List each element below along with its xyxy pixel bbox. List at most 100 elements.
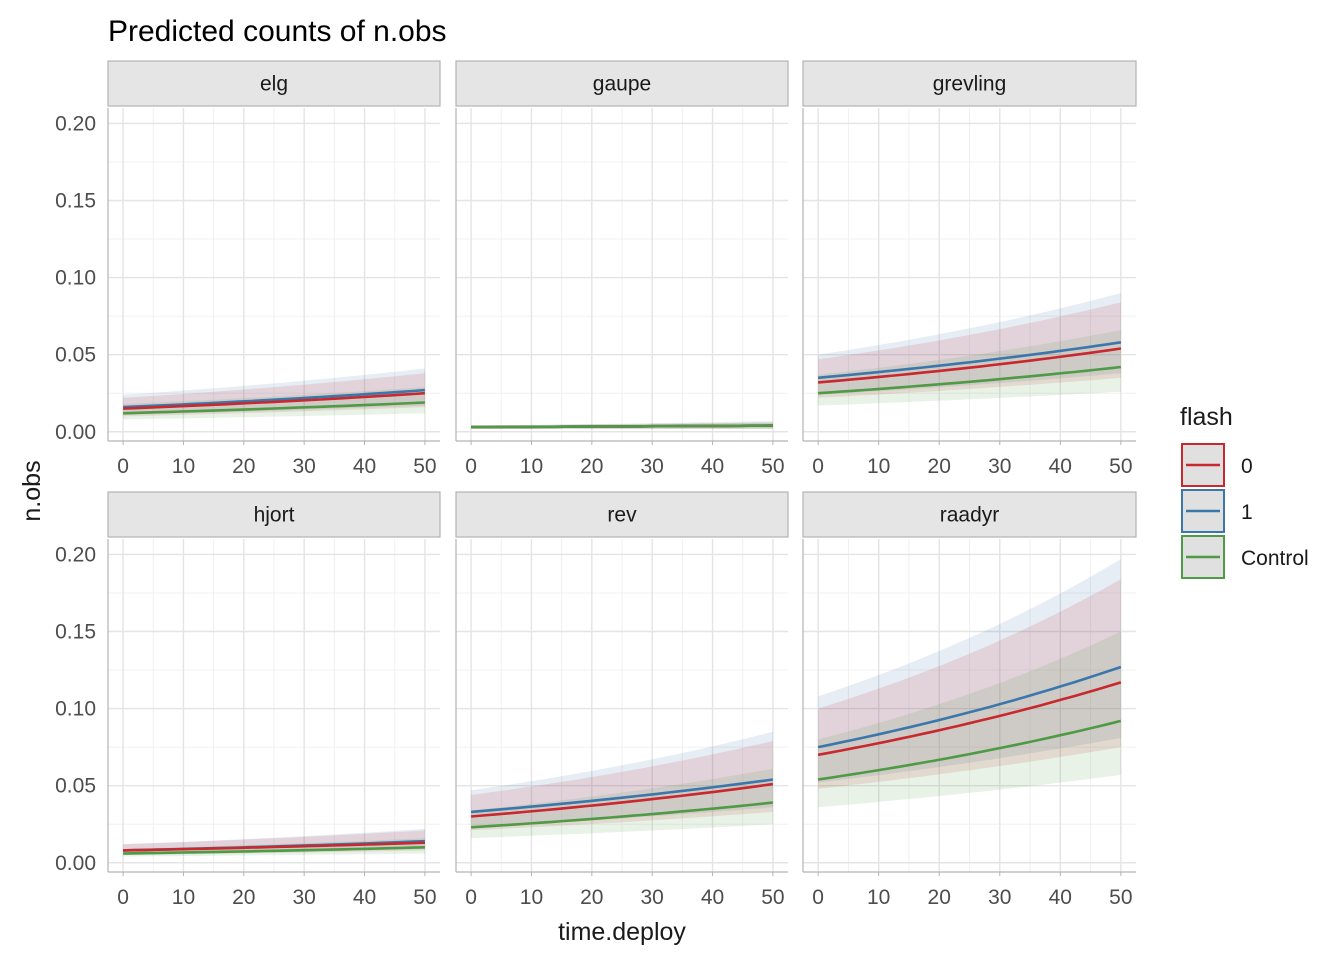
y-tick-label: 0.00 (55, 852, 96, 875)
x-tick-label: 40 (1049, 455, 1072, 478)
x-tick-label: 30 (293, 455, 316, 478)
x-tick-label: 50 (413, 455, 436, 478)
y-axis-title: n.obs (18, 460, 46, 521)
facet-strip-label: elg (260, 73, 288, 96)
panel-grid (456, 108, 788, 441)
legend-label: 0 (1241, 455, 1253, 478)
facet-panel-hjort: hjort 0 10 20 30 40 50 0.00 0.05 0.10 0.15 0.20 (55, 491, 441, 909)
x-tick-label: 40 (353, 455, 376, 478)
facet-panel-elg: elg 0 10 20 30 40 50 0.00 0.05 0.10 0.15 0.20 (55, 60, 441, 478)
chart-title: Predicted counts of n.obs (108, 15, 447, 48)
ci-band-flash-1 (818, 559, 1121, 783)
panel-grid (108, 539, 440, 872)
x-tick-label: 50 (413, 886, 436, 909)
facet-strip-label: rev (607, 504, 637, 527)
x-tick-label: 0 (465, 455, 477, 478)
x-tick-label: 10 (520, 886, 543, 909)
x-tick-label: 30 (641, 886, 664, 909)
x-tick-label: 0 (465, 886, 477, 909)
series-line-flash-0 (470, 782, 774, 818)
x-tick-label: 10 (520, 455, 543, 478)
facet-strip (455, 491, 789, 538)
y-tick-label: 0.20 (55, 112, 96, 135)
x-tick-label: 0 (117, 455, 129, 478)
x-tick-label: 20 (580, 886, 603, 909)
facet-strip (802, 491, 1137, 538)
series-line-control (818, 365, 1122, 395)
facet-panel-rev: rev 0 10 20 30 40 50 (455, 491, 789, 909)
facet-strip-label: grevling (933, 73, 1007, 96)
series-line-control (817, 719, 1122, 781)
ci-band-flash-0 (471, 741, 773, 831)
series-line-flash-1 (817, 665, 1122, 749)
x-tick-label: 0 (812, 455, 824, 478)
x-tick-label: 40 (701, 886, 724, 909)
legend-title: flash (1180, 403, 1233, 431)
facet-strip (802, 60, 1137, 107)
x-tick-label: 0 (812, 886, 824, 909)
x-tick-label: 50 (761, 886, 784, 909)
y-tick-label: 0.15 (55, 190, 96, 213)
y-tick-label: 0.00 (55, 421, 96, 444)
series-line-flash-0 (123, 841, 425, 852)
x-tick-label: 10 (172, 886, 195, 909)
facet-panel-raadyr: raadyr 0 10 20 30 40 50 (802, 491, 1137, 909)
facet-strip (107, 491, 441, 538)
x-tick-label: 40 (353, 886, 376, 909)
series-line-control (123, 401, 425, 415)
facet-panel-grevling: grevling 0 10 20 30 40 50 (802, 60, 1137, 478)
x-tick-label: 30 (293, 886, 316, 909)
facet-strip (107, 60, 441, 107)
ci-band-flash-1 (471, 731, 773, 828)
series-line-control (471, 424, 773, 429)
x-tick-label: 10 (172, 455, 195, 478)
panel-grid (803, 108, 1136, 441)
x-axis-title: time.deploy (558, 918, 686, 946)
series-line-flash-1 (817, 341, 1122, 380)
facet-panel-gaupe: gaupe 0 10 20 30 40 50 (455, 60, 789, 478)
y-tick-label: 0.05 (55, 344, 96, 367)
legend-item: 1 (1181, 489, 1253, 533)
legend: flash 0 1 Control (1180, 403, 1309, 579)
legend-item: Control (1181, 535, 1309, 579)
x-tick-label: 20 (928, 455, 951, 478)
y-tick-label: 0.15 (55, 621, 96, 644)
y-tick-label: 0.05 (55, 775, 96, 798)
facet-strip (455, 60, 789, 107)
x-tick-label: 10 (867, 886, 890, 909)
x-tick-label: 50 (1109, 455, 1132, 478)
x-tick-label: 50 (1109, 886, 1132, 909)
ci-band-control (818, 631, 1121, 808)
y-tick-label: 0.10 (55, 267, 96, 290)
series-line-flash-1 (123, 388, 426, 409)
y-tick-label: 0.20 (55, 543, 96, 566)
panel-grid (803, 539, 1136, 872)
legend-item: 0 (1181, 443, 1253, 487)
y-tick-label: 0.10 (55, 698, 96, 721)
facet-panels: elg 0 10 20 30 40 50 0.00 0.05 0.10 0.15 0.20 gaupe 0… (55, 60, 1137, 909)
facet-strip-label: gaupe (593, 73, 651, 96)
ci-band-flash-0 (818, 579, 1121, 789)
legend-items: 0 1 Control (1181, 443, 1309, 579)
series-line-flash-0 (817, 681, 1122, 757)
series-line-flash-0 (123, 391, 425, 410)
x-tick-label: 10 (867, 455, 890, 478)
x-tick-label: 20 (928, 886, 951, 909)
x-tick-label: 30 (641, 455, 664, 478)
x-tick-label: 20 (232, 455, 255, 478)
x-tick-label: 30 (988, 455, 1011, 478)
series-line-control (123, 846, 425, 855)
x-tick-label: 0 (117, 886, 129, 909)
x-tick-label: 20 (580, 455, 603, 478)
facet-strip-label: hjort (254, 504, 295, 527)
legend-label: 1 (1241, 501, 1253, 524)
facet-strip-label: raadyr (940, 504, 1000, 527)
series-line-control (471, 801, 774, 829)
series-line-flash-1 (470, 778, 774, 814)
legend-label: Control (1241, 547, 1309, 570)
x-tick-label: 40 (701, 455, 724, 478)
x-tick-label: 50 (761, 455, 784, 478)
x-tick-label: 30 (988, 886, 1011, 909)
x-tick-label: 20 (232, 886, 255, 909)
